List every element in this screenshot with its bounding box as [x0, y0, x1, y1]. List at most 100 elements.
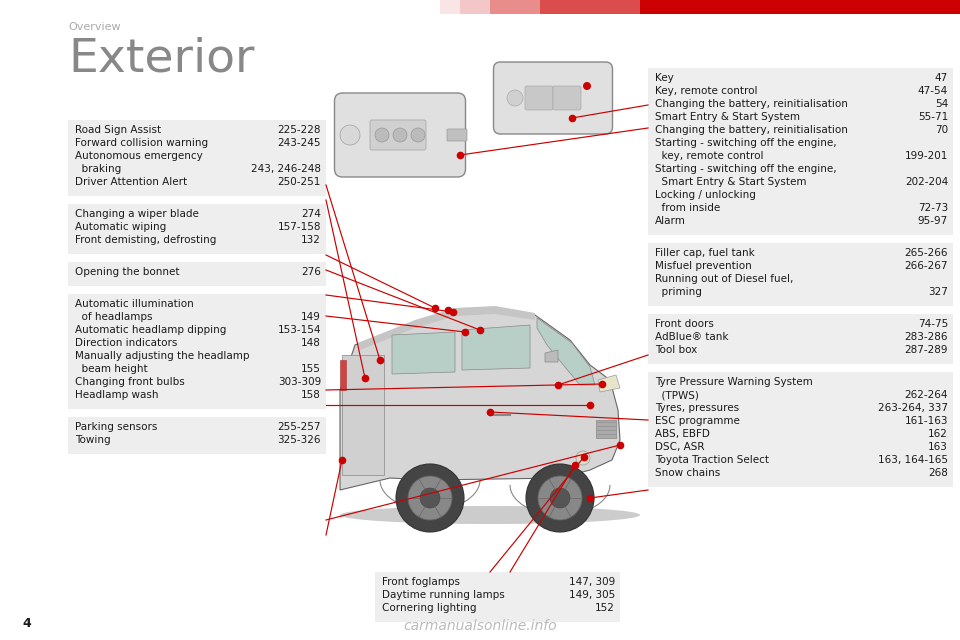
Text: 147, 309: 147, 309 — [568, 577, 615, 587]
Text: Automatic wiping: Automatic wiping — [75, 222, 166, 232]
Circle shape — [583, 82, 591, 90]
Text: Driver Attention Alert: Driver Attention Alert — [75, 177, 187, 187]
Text: Headlamp wash: Headlamp wash — [75, 390, 158, 400]
Text: 70: 70 — [935, 125, 948, 135]
FancyBboxPatch shape — [596, 420, 616, 438]
Text: beam height: beam height — [75, 364, 148, 374]
FancyBboxPatch shape — [648, 243, 953, 306]
Text: 266-267: 266-267 — [904, 261, 948, 271]
Text: 74-75: 74-75 — [918, 319, 948, 329]
Text: 162: 162 — [928, 429, 948, 439]
Text: Starting - switching off the engine,: Starting - switching off the engine, — [655, 164, 836, 174]
Text: 47: 47 — [935, 73, 948, 83]
Text: Forward collision warning: Forward collision warning — [75, 138, 208, 148]
Text: 283-286: 283-286 — [904, 332, 948, 342]
FancyBboxPatch shape — [490, 0, 540, 14]
Text: Changing a wiper blade: Changing a wiper blade — [75, 209, 199, 219]
Polygon shape — [358, 306, 535, 350]
FancyBboxPatch shape — [342, 355, 384, 475]
Text: Smart Entry & Start System: Smart Entry & Start System — [655, 112, 800, 122]
Text: 274: 274 — [301, 209, 321, 219]
FancyBboxPatch shape — [648, 314, 953, 364]
Text: 149, 305: 149, 305 — [568, 590, 615, 600]
Text: Daytime running lamps: Daytime running lamps — [382, 590, 505, 600]
Text: Manually adjusting the headlamp: Manually adjusting the headlamp — [75, 351, 250, 361]
Circle shape — [538, 476, 582, 520]
Text: Alarm: Alarm — [655, 216, 685, 226]
Text: 55-71: 55-71 — [918, 112, 948, 122]
Text: 148: 148 — [301, 338, 321, 348]
Circle shape — [507, 90, 523, 106]
Text: Autonomous emergency: Autonomous emergency — [75, 151, 203, 161]
Text: 72-73: 72-73 — [918, 203, 948, 213]
Text: Tool box: Tool box — [655, 345, 697, 355]
Text: of headlamps: of headlamps — [75, 312, 153, 322]
Text: 155: 155 — [301, 364, 321, 374]
Text: 243, 246-248: 243, 246-248 — [251, 164, 321, 174]
Text: (TPWS): (TPWS) — [655, 390, 699, 400]
Text: Opening the bonnet: Opening the bonnet — [75, 267, 180, 277]
Text: Snow chains: Snow chains — [655, 468, 720, 478]
Text: Direction indicators: Direction indicators — [75, 338, 178, 348]
Circle shape — [420, 488, 440, 508]
FancyBboxPatch shape — [375, 572, 620, 622]
Text: 132: 132 — [301, 235, 321, 245]
FancyBboxPatch shape — [553, 86, 581, 110]
Circle shape — [393, 128, 407, 142]
FancyBboxPatch shape — [640, 0, 960, 14]
Text: AdBlue® tank: AdBlue® tank — [655, 332, 729, 342]
Circle shape — [411, 128, 425, 142]
FancyBboxPatch shape — [334, 93, 466, 177]
Text: 153-154: 153-154 — [277, 325, 321, 335]
Text: braking: braking — [75, 164, 121, 174]
FancyBboxPatch shape — [68, 262, 326, 286]
Polygon shape — [462, 325, 530, 370]
Circle shape — [396, 464, 464, 532]
Text: Tyres, pressures: Tyres, pressures — [655, 403, 739, 413]
Text: 158: 158 — [301, 390, 321, 400]
Circle shape — [550, 488, 570, 508]
Text: Towing: Towing — [75, 435, 110, 445]
FancyBboxPatch shape — [525, 86, 553, 110]
Circle shape — [340, 125, 360, 145]
FancyBboxPatch shape — [68, 120, 326, 196]
FancyBboxPatch shape — [68, 204, 326, 254]
Text: Key, remote control: Key, remote control — [655, 86, 757, 96]
Circle shape — [576, 451, 590, 465]
Text: Misfuel prevention: Misfuel prevention — [655, 261, 752, 271]
FancyBboxPatch shape — [648, 68, 953, 235]
Text: 263-264, 337: 263-264, 337 — [878, 403, 948, 413]
Text: 287-289: 287-289 — [904, 345, 948, 355]
Text: carmanualsonline.info: carmanualsonline.info — [403, 619, 557, 633]
Text: DSC, ASR: DSC, ASR — [655, 442, 705, 452]
Text: Changing front bulbs: Changing front bulbs — [75, 377, 184, 387]
Text: 157-158: 157-158 — [277, 222, 321, 232]
Circle shape — [526, 464, 594, 532]
Text: 149: 149 — [301, 312, 321, 322]
Text: 95-97: 95-97 — [918, 216, 948, 226]
Text: Front doors: Front doors — [655, 319, 714, 329]
Text: 202-204: 202-204 — [904, 177, 948, 187]
Text: Changing the battery, reinitialisation: Changing the battery, reinitialisation — [655, 125, 848, 135]
FancyBboxPatch shape — [440, 0, 460, 14]
Text: 303-309: 303-309 — [277, 377, 321, 387]
Text: Front foglamps: Front foglamps — [382, 577, 460, 587]
Circle shape — [375, 128, 389, 142]
Text: 276: 276 — [301, 267, 321, 277]
Text: Parking sensors: Parking sensors — [75, 422, 157, 432]
FancyBboxPatch shape — [493, 62, 612, 134]
Text: Starting - switching off the engine,: Starting - switching off the engine, — [655, 138, 836, 148]
Text: priming: priming — [655, 287, 702, 297]
Text: 199-201: 199-201 — [904, 151, 948, 161]
FancyBboxPatch shape — [68, 294, 326, 409]
Ellipse shape — [340, 506, 640, 524]
Text: Exterior: Exterior — [68, 36, 254, 81]
Text: Automatic illumination: Automatic illumination — [75, 299, 194, 309]
Text: Road Sign Assist: Road Sign Assist — [75, 125, 161, 135]
Text: 47-54: 47-54 — [918, 86, 948, 96]
FancyBboxPatch shape — [447, 129, 467, 141]
FancyBboxPatch shape — [370, 120, 426, 150]
Circle shape — [408, 476, 452, 520]
Text: ABS, EBFD: ABS, EBFD — [655, 429, 709, 439]
FancyBboxPatch shape — [648, 372, 953, 487]
